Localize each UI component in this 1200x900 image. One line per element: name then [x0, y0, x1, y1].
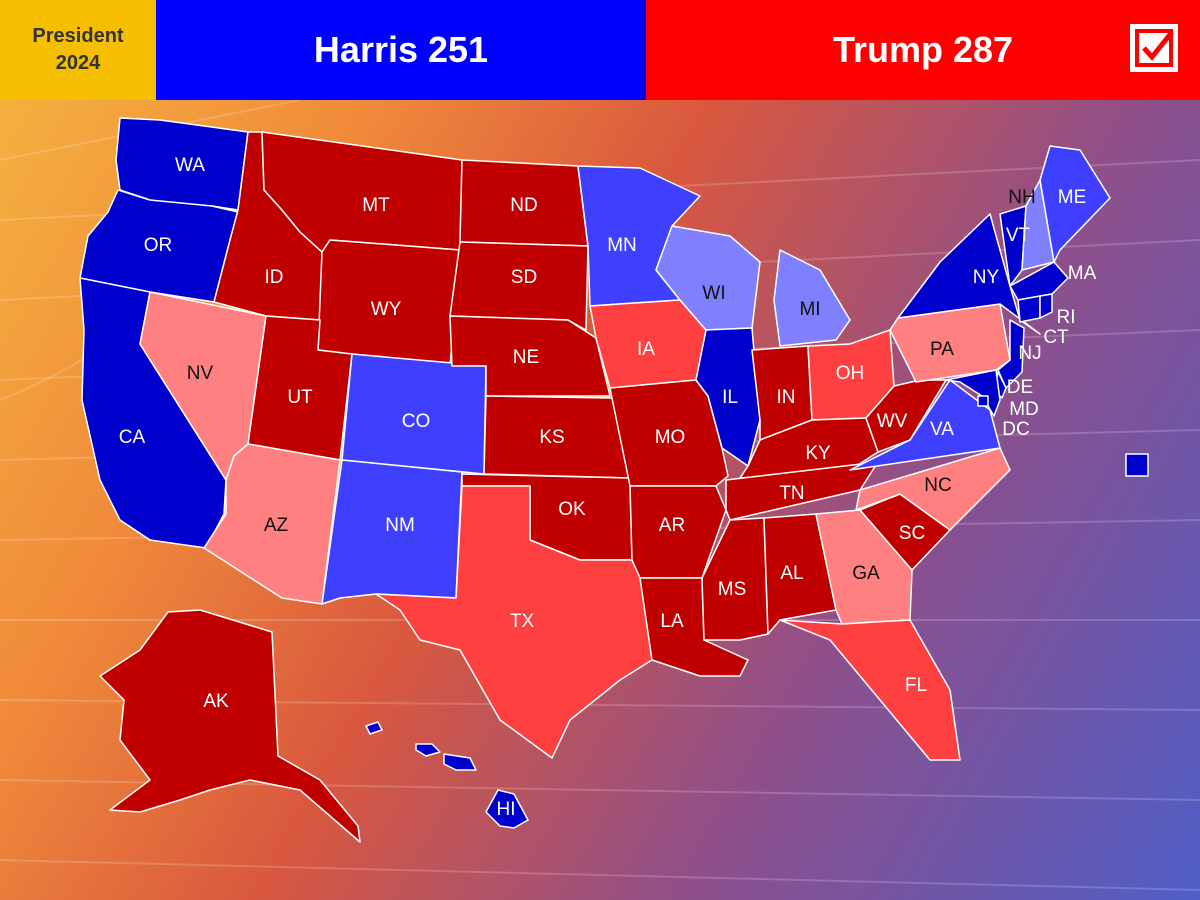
state-fl[interactable]: [779, 619, 961, 761]
state-dc[interactable]: [977, 395, 989, 407]
label-nv: NV: [187, 363, 214, 384]
label-wy: WY: [371, 299, 402, 320]
trump-total: Trump 287: [646, 0, 1200, 100]
label-ma: MA: [1068, 263, 1097, 284]
label-ca: CA: [119, 427, 146, 448]
state-ct[interactable]: [1017, 295, 1041, 323]
label-dc: DC: [1002, 419, 1029, 440]
state-va[interactable]: [849, 379, 1001, 471]
label-in: IN: [777, 387, 796, 408]
label-nc: NC: [924, 475, 951, 496]
label-vt: VT: [1006, 225, 1031, 246]
winner-check-icon: [1130, 24, 1178, 72]
label-va: VA: [930, 419, 954, 440]
label-nj: NJ: [1018, 343, 1041, 364]
label-wv: WV: [877, 411, 908, 432]
label-me: ME: [1058, 187, 1087, 208]
state-ak[interactable]: [99, 609, 361, 843]
label-al: AL: [780, 563, 803, 584]
label-la: LA: [660, 611, 684, 632]
label-pa: PA: [930, 339, 954, 360]
label-ms: MS: [718, 579, 747, 600]
state-ri[interactable]: [1039, 293, 1053, 319]
state-tx[interactable]: [375, 485, 653, 759]
label-ar: AR: [659, 515, 685, 536]
state-mi[interactable]: [773, 249, 851, 347]
label-mo: MO: [655, 427, 686, 448]
label-ga: GA: [852, 563, 880, 584]
label-oh: OH: [836, 363, 865, 384]
label-mn: MN: [607, 235, 637, 256]
race-year: 2024: [55, 52, 101, 74]
state-az[interactable]: [203, 443, 341, 605]
label-il: IL: [722, 387, 738, 408]
harris-total: Harris 251: [156, 0, 646, 100]
state-hi-islands-2: [443, 753, 477, 771]
label-ri: RI: [1057, 307, 1076, 328]
state-ky[interactable]: [739, 417, 879, 479]
state-hi[interactable]: [485, 789, 529, 829]
state-ny[interactable]: [897, 213, 1041, 335]
label-ak: AK: [203, 691, 229, 712]
label-ut: UT: [287, 387, 313, 408]
state-hi-islands-3: [365, 721, 383, 735]
label-hi: HI: [497, 799, 516, 820]
label-fl: FL: [905, 675, 927, 696]
label-ny: NY: [973, 267, 1000, 288]
label-ne: NE: [513, 347, 539, 368]
state-wi[interactable]: [655, 225, 761, 331]
trump-total-text: Trump 287: [832, 29, 1014, 70]
label-nh: NH: [1008, 187, 1035, 208]
label-ia: IA: [637, 339, 655, 360]
state-hi-islands: [415, 743, 441, 757]
label-az: AZ: [264, 515, 289, 536]
label-md: MD: [1009, 399, 1039, 420]
state-al[interactable]: [763, 513, 837, 635]
label-ks: KS: [539, 427, 564, 448]
label-id: ID: [265, 267, 284, 288]
harris-total-text: Harris 251: [313, 29, 489, 70]
label-ky: KY: [805, 443, 831, 464]
race-label: President 2024: [0, 0, 156, 100]
label-mi: MI: [799, 299, 820, 320]
label-nd: ND: [510, 195, 537, 216]
label-or: OR: [144, 235, 173, 256]
state-ma[interactable]: [1009, 261, 1069, 301]
territory-marker: [1125, 453, 1149, 477]
label-wa: WA: [175, 155, 205, 176]
label-nm: NM: [385, 515, 415, 536]
label-ok: OK: [558, 499, 586, 520]
label-wi: WI: [702, 283, 725, 304]
label-co: CO: [402, 411, 431, 432]
state-md[interactable]: [945, 369, 1001, 417]
label-sc: SC: [899, 523, 925, 544]
label-tn: TN: [779, 483, 804, 504]
label-sd: SD: [511, 267, 537, 288]
results-header: President 2024 Harris 251 Trump 287: [0, 0, 1200, 100]
label-mt: MT: [362, 195, 390, 216]
label-ct: CT: [1043, 327, 1069, 348]
state-il[interactable]: [695, 327, 761, 467]
state-ne[interactable]: [449, 315, 611, 397]
label-tx: TX: [510, 611, 535, 632]
race-title: President: [32, 25, 124, 47]
state-tn[interactable]: [725, 461, 879, 521]
label-de: DE: [1007, 377, 1033, 398]
